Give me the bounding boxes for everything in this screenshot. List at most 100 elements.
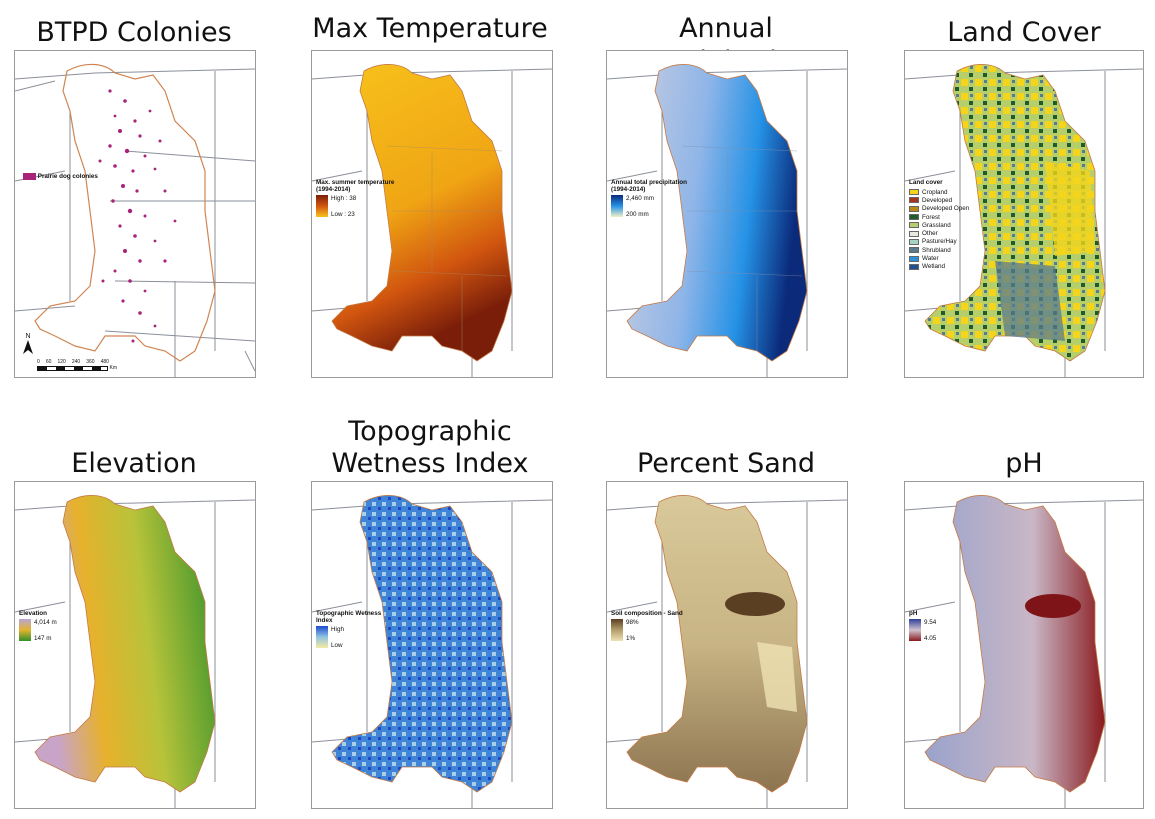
precipitation-raster	[626, 64, 808, 362]
scale-label: 120	[57, 359, 66, 365]
panel-title: Land Cover	[947, 17, 1101, 48]
map-frame: Max. summer temperature (1994-2014) High…	[311, 50, 553, 378]
legend-ramp	[611, 195, 623, 218]
panel-title-line2: Wetness Index	[331, 448, 529, 479]
twi-map	[312, 495, 552, 808]
state-boundaries	[15, 68, 255, 377]
colony-legend: Prairie dog colonies	[23, 173, 98, 180]
btpd-map	[15, 63, 255, 377]
land-cover-label: Pasture/Hay	[922, 238, 957, 246]
north-arrow-icon: N	[23, 333, 33, 356]
land-cover-swatch	[909, 205, 919, 212]
precipitation-legend: Annual total precipitation (1994-2014) 2…	[611, 179, 693, 219]
land-cover-class: Water	[909, 254, 989, 262]
legend-ramp	[19, 619, 31, 642]
study-area-outline	[34, 63, 216, 362]
panel-title-line1: Topographic	[348, 416, 512, 447]
sandhills-patch	[725, 592, 785, 616]
land-cover-class: Cropland	[909, 188, 989, 196]
legend-ramp	[316, 195, 328, 218]
land-cover-raster	[924, 64, 1106, 362]
panel-title: BTPD Colonies	[36, 17, 232, 48]
scale-label: 480	[100, 359, 109, 365]
land-cover-classes: Cropland Developed Developed Open Forest Gra…	[909, 188, 989, 271]
panel-ph: pH pH 9.54 4.05	[902, 405, 1146, 815]
scale-label: 60	[45, 359, 52, 365]
scale-unit: Km	[109, 365, 118, 371]
land-cover-class: Developed	[909, 196, 989, 204]
legend-ramp	[611, 619, 623, 642]
temperature-legend: Max. summer temperature (1994-2014) High…	[316, 179, 398, 219]
legend-low: 4.05	[924, 635, 937, 643]
land-cover-legend: Land cover Cropland Developed Developed Op…	[909, 179, 989, 271]
elevation-map	[15, 495, 255, 808]
scale-label: 360	[86, 359, 95, 365]
land-cover-swatch	[909, 197, 919, 204]
land-cover-label: Cropland	[922, 188, 948, 196]
land-cover-swatch	[909, 222, 919, 229]
panel-topographic-wetness-index: Topographic Wetness Index Topographic We…	[308, 405, 553, 815]
panel-title: pH	[1005, 448, 1043, 479]
legend-high: High	[331, 626, 344, 634]
land-cover-label: Developed Open	[922, 205, 970, 213]
twi-legend: Topographic Wetness Index High Low	[316, 610, 386, 650]
land-cover-class: Other	[909, 230, 989, 238]
legend-title: pH	[909, 610, 918, 617]
panel-title: Max Temperature	[312, 13, 548, 44]
legend-high: 9.54	[924, 619, 937, 627]
legend-low: 147 m	[34, 635, 52, 643]
land-cover-label: Forest	[922, 213, 940, 221]
legend-title: Soil composition - Sand	[611, 610, 683, 617]
ph-map	[905, 495, 1143, 808]
ph-legend: pH 9.54 4.05	[909, 610, 969, 643]
land-cover-label: Water	[922, 255, 939, 263]
land-cover-class: Developed Open	[909, 205, 989, 213]
land-cover-swatch	[909, 214, 919, 221]
acidic-patch	[1025, 594, 1081, 618]
panel-max-temperature: Max Temperature Max. summer temperature …	[308, 0, 553, 390]
land-cover-swatch	[909, 189, 919, 196]
legend-title: Land cover	[909, 179, 943, 186]
legend-ramp	[316, 626, 328, 649]
legend-high: 4,014 m	[34, 619, 57, 627]
north-label: N	[25, 333, 31, 340]
land-cover-class: Forest	[909, 213, 989, 221]
land-cover-label: Developed	[922, 196, 953, 204]
panel-elevation: Elevation Elevation 4,014 m 147 m	[12, 405, 256, 815]
legend-high: High : 38	[331, 195, 357, 203]
colony-dots	[98, 89, 177, 343]
land-cover-class: Grassland	[909, 221, 989, 229]
land-cover-swatch	[909, 230, 919, 237]
legend-title: Topographic Wetness Index	[316, 610, 382, 625]
panel-percent-sand: Percent Sand Soil composition - Sand 98%	[604, 405, 848, 815]
scale-label: 240	[71, 359, 81, 365]
legend-swatch	[23, 173, 36, 180]
legend-low: Low : 23	[331, 211, 355, 219]
map-frame: Soil composition - Sand 98% 1%	[606, 481, 848, 809]
legend-title: Max. summer temperature (1994-2014)	[316, 179, 395, 194]
panel-land-cover: Land Cover Land cover Cropland Developed D…	[902, 0, 1146, 390]
land-cover-swatch	[909, 238, 919, 245]
map-frame: Topographic Wetness Index High Low	[311, 481, 553, 809]
temperature-map	[312, 64, 552, 377]
temperature-raster	[331, 64, 513, 362]
legend-high: 2,460 mm	[626, 195, 654, 203]
land-cover-label: Wetland	[922, 263, 945, 271]
legend-title: Annual total precipitation (1994-2014)	[611, 179, 687, 194]
scale-label: 0	[37, 359, 40, 365]
twi-raster	[331, 495, 513, 793]
ph-raster	[924, 495, 1106, 793]
map-frame: Annual total precipitation (1994-2014) 2…	[606, 50, 848, 378]
precipitation-map	[607, 64, 847, 377]
land-cover-class: Pasture/Hay	[909, 238, 989, 246]
legend-low: 200 mm	[626, 211, 649, 219]
panel-btpd-colonies: BTPD Colonies	[12, 0, 256, 390]
panel-title: Percent Sand	[636, 448, 816, 479]
map-frame: pH 9.54 4.05	[904, 481, 1144, 809]
legend-low: Low	[331, 642, 343, 650]
panel-annual-precipitation: Annual Precipitation Annual total precip…	[604, 0, 848, 390]
land-cover-swatch	[909, 247, 919, 254]
legend-high: 98%	[626, 619, 639, 627]
legend-ramp	[909, 619, 921, 642]
land-cover-class: Shrubland	[909, 246, 989, 254]
